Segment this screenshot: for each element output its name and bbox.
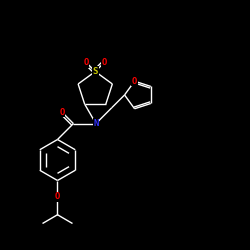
Text: O: O: [132, 77, 137, 86]
Text: O: O: [59, 108, 64, 116]
Text: O: O: [83, 58, 89, 67]
Text: O: O: [102, 58, 107, 67]
Text: N: N: [93, 119, 98, 128]
Text: O: O: [55, 192, 60, 201]
Text: S: S: [92, 67, 98, 76]
